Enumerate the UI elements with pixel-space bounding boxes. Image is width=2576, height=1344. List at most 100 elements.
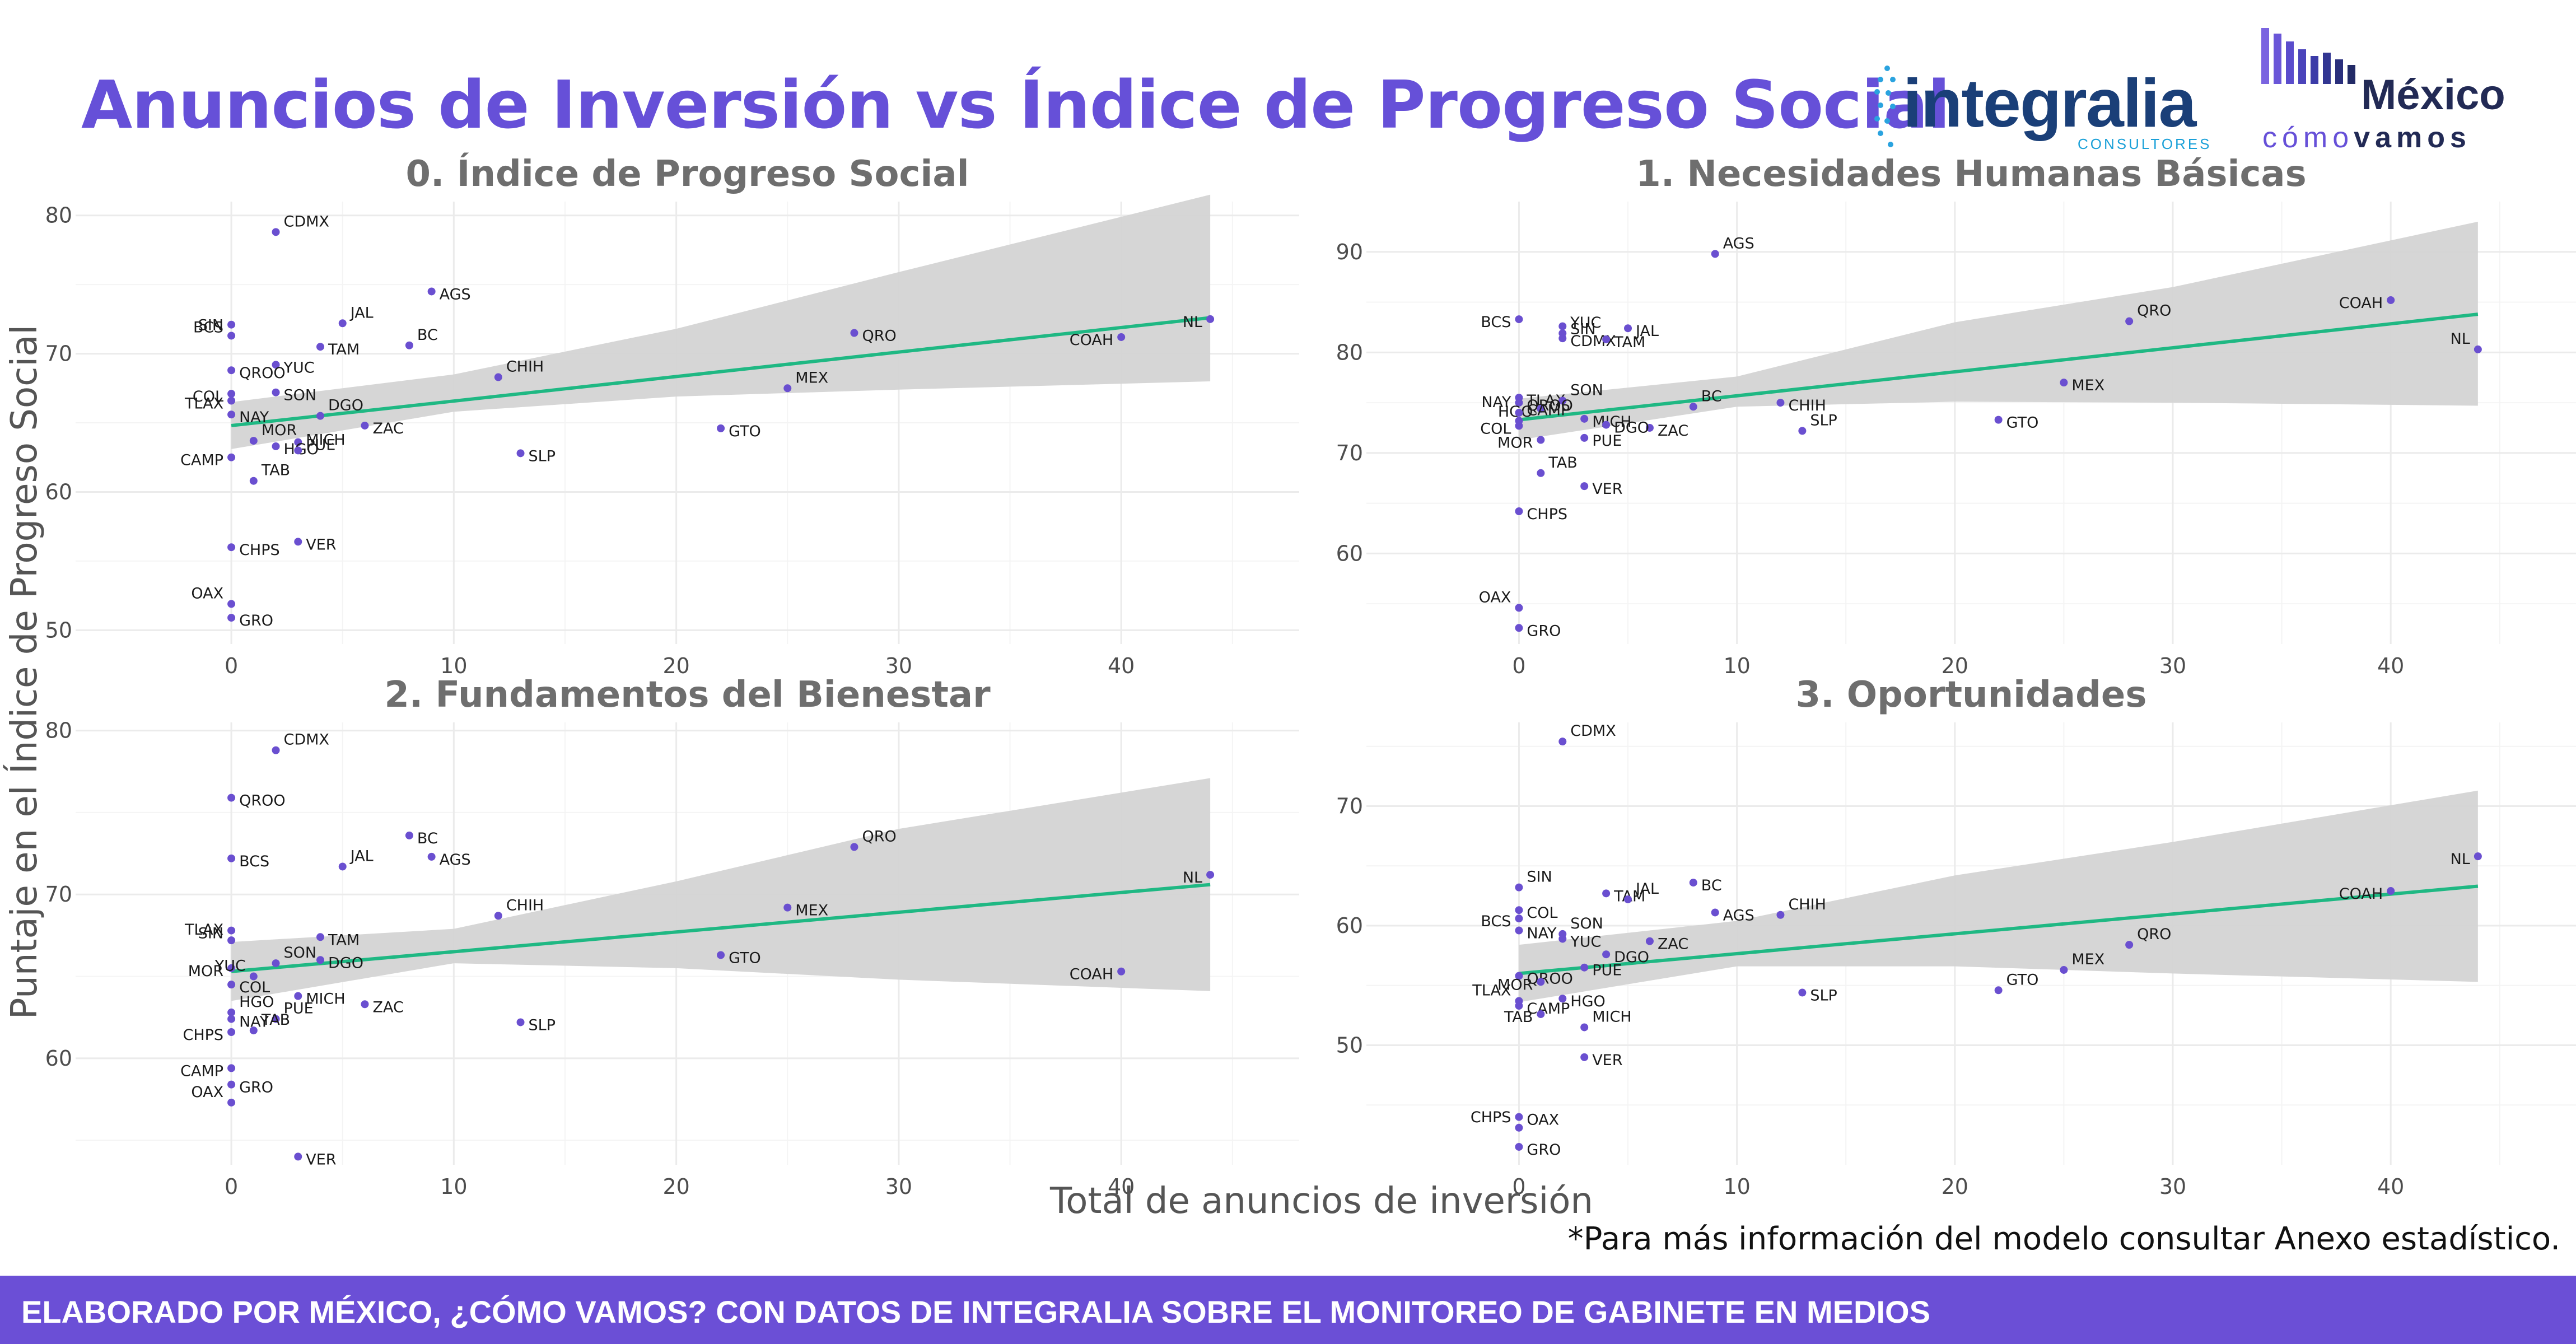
point-label: CDMX xyxy=(284,213,329,230)
point-label: NL xyxy=(2451,330,2470,348)
point-label: MICH xyxy=(1592,1008,1631,1025)
data-point xyxy=(1645,423,1654,432)
point-label: BC xyxy=(1701,877,1722,894)
point-label: PUE xyxy=(1592,962,1622,979)
point-label: GTO xyxy=(729,949,761,967)
x-tick-label: 10 xyxy=(1723,654,1750,678)
trend-line xyxy=(231,883,1211,973)
x-tick-label: 30 xyxy=(2159,1174,2186,1199)
data-point xyxy=(2474,852,2482,861)
point-label: AGS xyxy=(1723,907,1754,924)
x-tick-label: 30 xyxy=(2159,654,2186,678)
point-label: TAB xyxy=(1504,1009,1533,1026)
point-label: OAX xyxy=(191,1084,223,1101)
data-point xyxy=(1602,889,1611,898)
y-tick-label: 80 xyxy=(1336,340,1363,365)
data-point xyxy=(227,396,236,405)
data-point xyxy=(1558,322,1567,330)
data-point xyxy=(1580,414,1589,423)
data-point xyxy=(272,228,280,236)
integralia-logo: integralia CONSULTORES xyxy=(1870,60,2218,156)
data-point xyxy=(1994,986,2003,995)
point-label: CHIH xyxy=(1788,896,1826,913)
data-point xyxy=(338,862,347,871)
data-point xyxy=(2060,965,2068,974)
data-point xyxy=(249,1026,258,1035)
point-label: NAY xyxy=(1527,925,1557,942)
data-point xyxy=(272,746,280,754)
point-label: SIN xyxy=(198,925,223,942)
point-label: AGS xyxy=(440,286,471,303)
point-label: COL xyxy=(193,388,223,405)
point-label: PUE xyxy=(306,437,335,454)
data-point xyxy=(1994,416,2003,424)
point-label: MOR xyxy=(1497,976,1533,993)
point-label: PUE xyxy=(284,1000,314,1018)
point-label: AGS xyxy=(440,851,471,869)
point-label: CDMX xyxy=(284,731,329,749)
y-tick-label: 50 xyxy=(45,618,72,642)
point-label: SIN xyxy=(198,316,223,334)
point-label: MEX xyxy=(795,369,828,386)
point-label: JAL xyxy=(349,847,374,865)
point-label: GTO xyxy=(2006,971,2039,988)
footer-text: ELABORADO POR MÉXICO, ¿CÓMO VAMOS? CON D… xyxy=(21,1294,1930,1329)
x-tick-label: 20 xyxy=(662,1174,689,1199)
x-tick-label: 40 xyxy=(2377,654,2404,678)
data-point xyxy=(338,319,347,328)
trend-line xyxy=(231,316,1211,427)
point-label: COL xyxy=(1480,420,1511,437)
y-tick-label: 50 xyxy=(1336,1033,1363,1057)
panel-title: 3. Oportunidades xyxy=(1796,674,2147,716)
data-point xyxy=(316,343,324,351)
point-label: QRO xyxy=(2137,926,2171,943)
point-label: CAMP xyxy=(180,452,223,469)
y-tick-label: 70 xyxy=(45,342,72,366)
data-point xyxy=(1602,421,1611,429)
point-label: JAL xyxy=(349,304,374,321)
data-point xyxy=(1558,995,1567,1003)
data-point xyxy=(1515,1123,1523,1132)
data-point xyxy=(272,388,280,396)
data-point xyxy=(227,453,236,461)
data-point xyxy=(1558,334,1567,343)
data-point xyxy=(1117,333,1126,341)
data-point xyxy=(1206,871,1215,879)
point-label: TAM xyxy=(1613,334,1645,351)
point-label: YUC xyxy=(1570,933,1601,950)
point-label: ZAC xyxy=(372,420,403,437)
point-label: GRO xyxy=(1527,622,1561,640)
x-tick-label: 20 xyxy=(1942,654,1968,678)
x-tick-label: 30 xyxy=(885,654,912,678)
point-label: GRO xyxy=(239,612,273,629)
point-label: CHPS xyxy=(1471,1109,1511,1126)
data-point xyxy=(427,287,436,296)
data-point xyxy=(294,992,302,1000)
point-label: PUE xyxy=(1592,432,1622,450)
data-point xyxy=(272,1015,280,1023)
data-point xyxy=(227,410,236,419)
data-point xyxy=(1558,396,1567,405)
point-label: CAMP xyxy=(1527,402,1570,419)
point-label: SON xyxy=(1570,915,1603,932)
data-point xyxy=(1206,315,1215,323)
data-point xyxy=(1515,399,1523,407)
point-label: BC xyxy=(417,326,438,344)
integralia-subtitle: CONSULTORES xyxy=(2078,136,2212,152)
point-label: VER xyxy=(306,536,336,553)
x-tick-label: 40 xyxy=(1108,1174,1135,1199)
data-point xyxy=(2387,296,2395,304)
data-point xyxy=(227,964,236,972)
data-point xyxy=(1689,879,1697,887)
data-point xyxy=(1515,624,1523,632)
model-note: *Para más información del modelo consult… xyxy=(1567,1221,2560,1257)
point-label: QROO xyxy=(239,792,286,810)
data-point xyxy=(227,1080,236,1089)
data-point xyxy=(1515,417,1523,425)
data-point xyxy=(2125,941,2134,949)
point-label: TLAX xyxy=(184,921,223,939)
point-label: MEX xyxy=(2071,377,2104,394)
x-tick-label: 0 xyxy=(225,654,238,678)
point-label: HGO xyxy=(1570,993,1605,1010)
